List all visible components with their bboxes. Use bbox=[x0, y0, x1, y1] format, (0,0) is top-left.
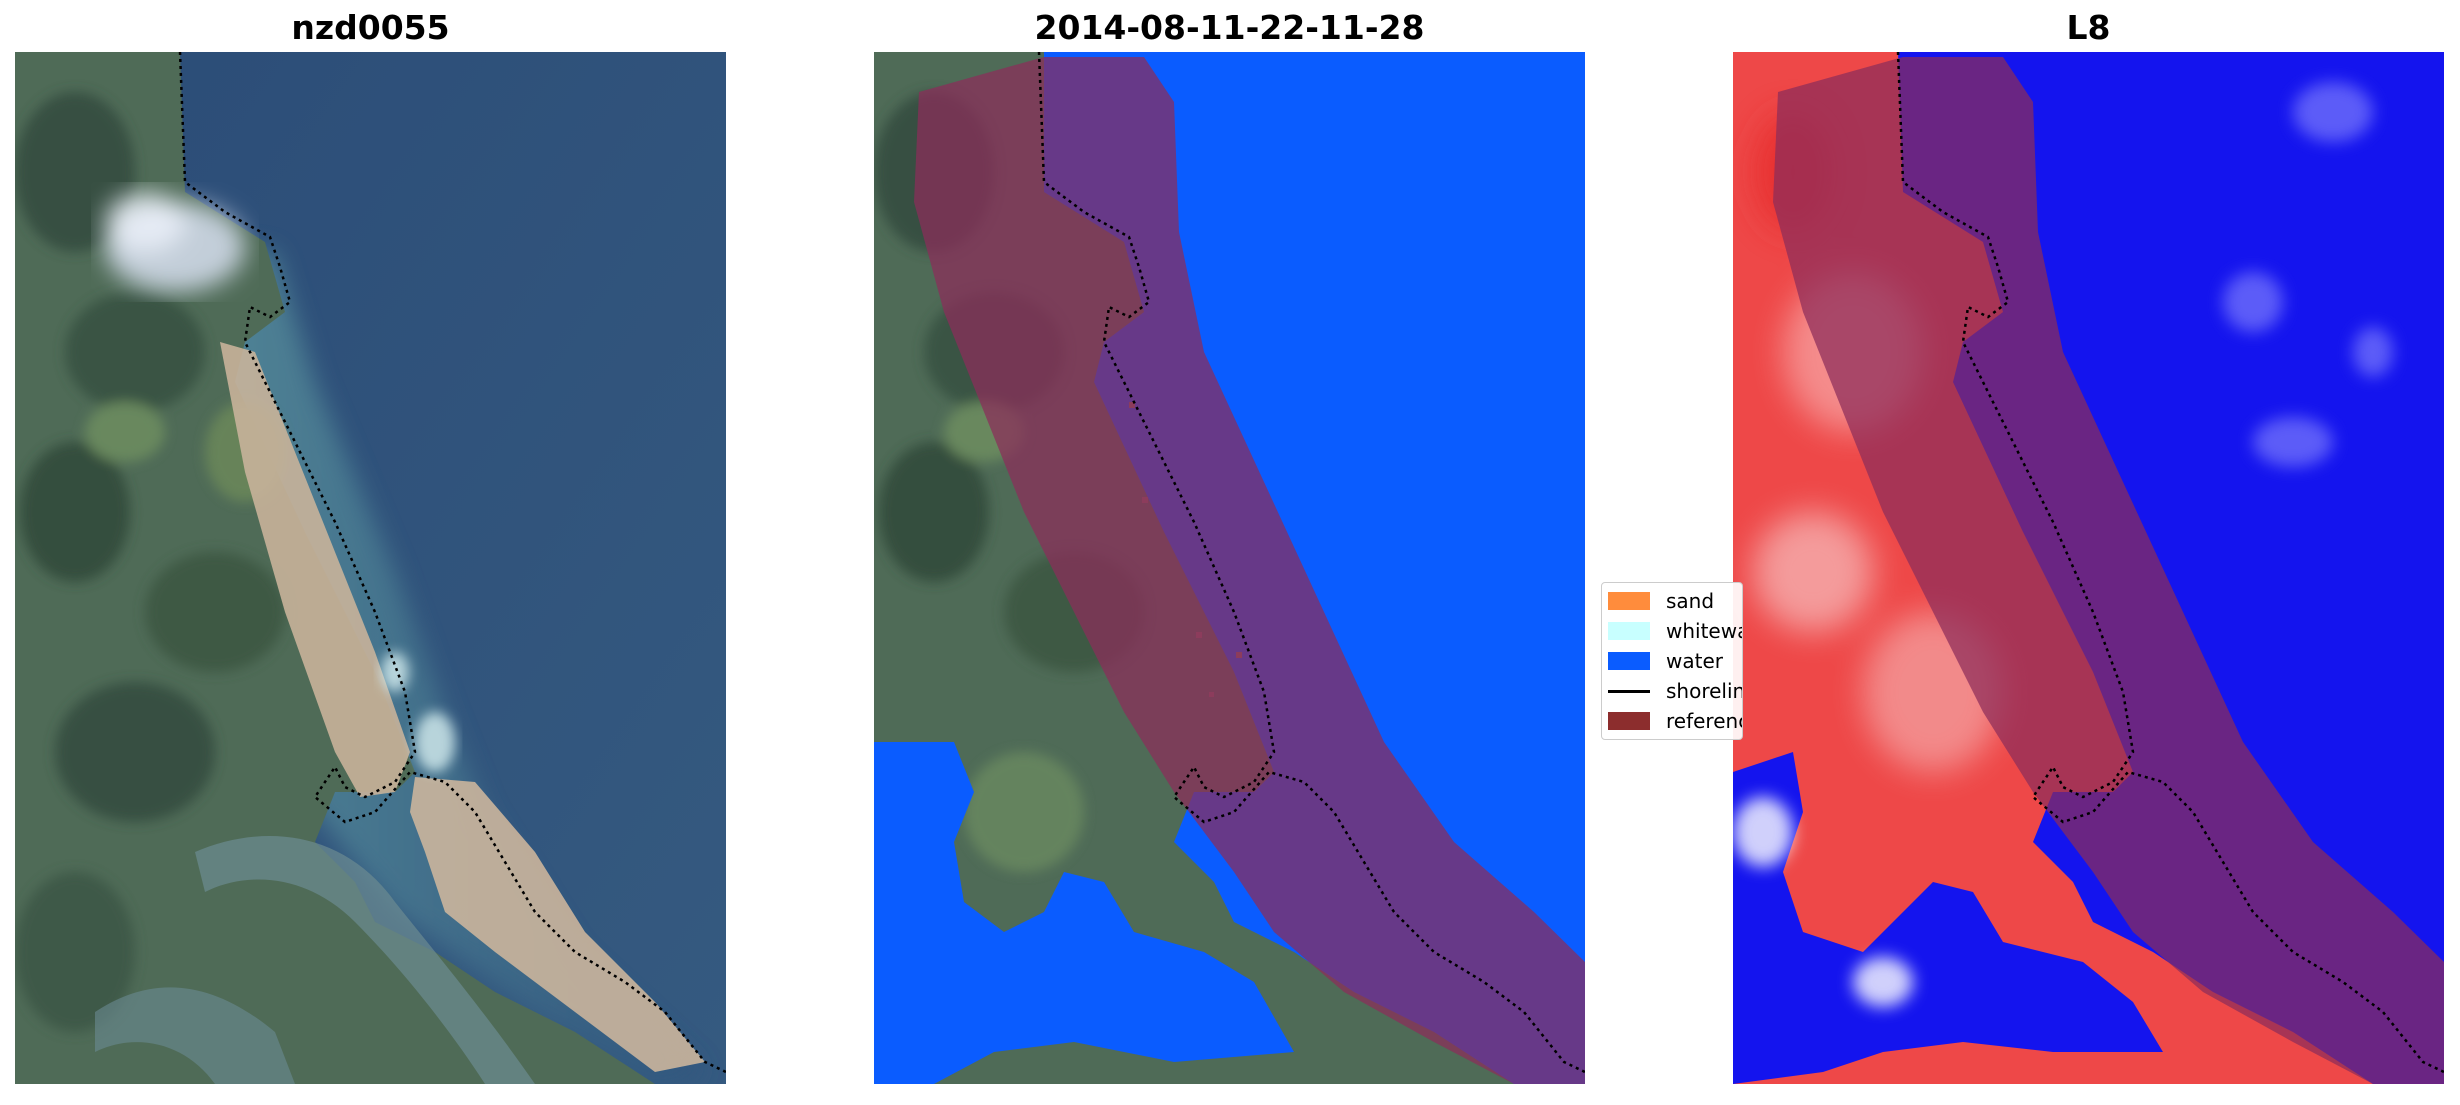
legend-line-shoreline bbox=[1608, 689, 1650, 693]
legend-label-shoreline: shoreline bbox=[1666, 679, 1742, 703]
rgb-satellite-panel bbox=[15, 52, 726, 1084]
legend-item-shoreline: shoreline bbox=[1608, 677, 1742, 705]
legend-swatch-reference bbox=[1608, 712, 1650, 730]
legend-label-sand: sand bbox=[1666, 589, 1715, 613]
rgb-satellite-image bbox=[15, 52, 726, 1084]
classified-panel bbox=[874, 52, 1585, 1084]
index-image bbox=[1733, 52, 2444, 1084]
legend-item-water: water bbox=[1608, 647, 1723, 675]
panel-title-classified: 2014-08-11-22-11-28 bbox=[1034, 8, 1425, 47]
legend-swatch-whitewater bbox=[1608, 622, 1650, 640]
legend-label-whitewater: whitewater bbox=[1666, 619, 1742, 643]
legend-item-reference: reference bbox=[1608, 707, 1742, 735]
classified-image bbox=[874, 52, 1585, 1084]
legend-label-reference: reference bbox=[1666, 709, 1742, 733]
panel-title-rgb: nzd0055 bbox=[291, 8, 450, 47]
legend-item-whitewater: whitewater bbox=[1608, 617, 1742, 645]
legend: sand whitewater water shoreline referenc… bbox=[1601, 582, 1743, 740]
legend-label-water: water bbox=[1666, 649, 1723, 673]
legend-swatch-sand bbox=[1608, 592, 1650, 610]
panel-title-index: L8 bbox=[2066, 8, 2111, 47]
legend-item-sand: sand bbox=[1608, 587, 1714, 615]
legend-swatch-water bbox=[1608, 652, 1650, 670]
index-panel bbox=[1733, 52, 2444, 1084]
